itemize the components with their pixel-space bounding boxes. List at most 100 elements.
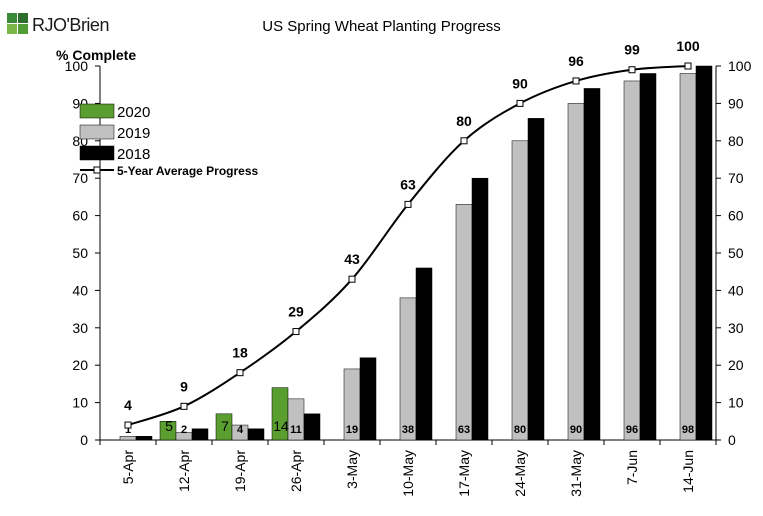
x-tick-label: 12-Apr — [176, 450, 192, 492]
y-tick-label-right: 0 — [728, 432, 736, 448]
legend-label-2019: 2019 — [117, 125, 150, 142]
bar-2018 — [247, 428, 265, 441]
legend-marker-5-year-average — [93, 166, 101, 174]
legend-swatch-2020 — [79, 103, 115, 119]
x-tick-label: 3-May — [344, 450, 360, 489]
bar-2018 — [303, 413, 321, 441]
legend-swatch-2019 — [79, 124, 115, 140]
line-label-5-year-average: 18 — [232, 345, 248, 361]
bar-label-2019: 80 — [514, 424, 526, 436]
bar-2019 — [455, 204, 473, 441]
y-tick-label-left: 50 — [72, 245, 88, 261]
line-point-5-year-average — [180, 402, 188, 410]
bar-label-2019: 96 — [626, 424, 638, 436]
line-point-5-year-average — [628, 66, 636, 74]
bar-label-2020: 5 — [165, 418, 173, 434]
bar-2019 — [567, 103, 585, 441]
line-label-5-year-average: 90 — [512, 75, 528, 91]
bar-2018 — [639, 73, 657, 441]
bar-label-2019: 38 — [402, 424, 414, 436]
legend-swatch-2018 — [79, 145, 115, 161]
line-point-5-year-average — [460, 137, 468, 145]
bar-2019 — [679, 73, 697, 441]
x-tick-label: 5-Apr — [120, 450, 136, 485]
y-tick-label-left: 100 — [65, 58, 89, 74]
bar-label-2019: 19 — [346, 424, 358, 436]
legend-label-5-year-average: 5-Year Average Progress — [117, 164, 259, 178]
line-label-5-year-average: 96 — [568, 53, 584, 69]
x-tick-label: 10-May — [400, 450, 416, 497]
x-tick-label: 31-May — [568, 450, 584, 497]
bar-label-2019: 4 — [237, 424, 244, 436]
bar-2018 — [191, 428, 209, 441]
line-point-5-year-average — [348, 275, 356, 283]
bar-label-2019: 98 — [682, 424, 694, 436]
bar-2018 — [583, 88, 601, 441]
bar-2018 — [135, 436, 153, 441]
line-label-5-year-average: 80 — [456, 113, 472, 129]
y-tick-label-right: 20 — [728, 357, 744, 373]
chart-title: US Spring Wheat Planting Progress — [262, 18, 501, 35]
y-tick-label-right: 30 — [728, 320, 744, 336]
bar-2018 — [471, 177, 489, 441]
bar-2019 — [623, 80, 641, 441]
x-tick-label: 19-Apr — [232, 450, 248, 492]
line-label-5-year-average: 99 — [624, 42, 640, 58]
bar-2020 — [159, 421, 177, 441]
bar-label-2019: 11 — [290, 424, 302, 436]
y-tick-label-right: 10 — [728, 395, 744, 411]
legend-label-2020: 2020 — [117, 104, 150, 121]
line-point-5-year-average — [684, 62, 692, 70]
x-tick-label: 24-May — [512, 450, 528, 497]
y-tick-label-left: 60 — [72, 208, 88, 224]
y-tick-label-right: 70 — [728, 170, 744, 186]
line-point-5-year-average — [404, 200, 412, 208]
y-tick-label-left: 30 — [72, 320, 88, 336]
line-label-5-year-average: 43 — [344, 251, 360, 267]
y-axis-label: % Complete — [56, 47, 137, 63]
x-tick-label: 17-May — [456, 450, 472, 497]
bar-label-2019: 2 — [181, 424, 187, 436]
y-tick-label-right: 90 — [728, 95, 744, 111]
bar-label-2019: 63 — [458, 424, 470, 436]
bar-label-2019: 1 — [125, 424, 131, 436]
bar-label-2020: 14 — [273, 418, 289, 434]
y-tick-label-right: 80 — [728, 133, 744, 149]
bar-label-2020: 7 — [221, 418, 229, 434]
legend-label-2018: 2018 — [117, 146, 150, 163]
line-point-5-year-average — [572, 77, 580, 85]
line-label-5-year-average: 63 — [400, 176, 416, 192]
line-point-5-year-average — [124, 421, 132, 429]
bar-2018 — [527, 118, 545, 441]
line-point-5-year-average — [236, 369, 244, 377]
x-tick-label: 7-Jun — [624, 450, 640, 485]
line-label-5-year-average: 9 — [180, 378, 188, 394]
bar-label-2019: 90 — [570, 424, 582, 436]
y-tick-label-right: 40 — [728, 282, 744, 298]
line-point-5-year-average — [516, 99, 524, 107]
x-tick-label: 26-Apr — [288, 450, 304, 492]
logo-mark-icon — [7, 13, 28, 34]
x-tick-label: 14-Jun — [680, 450, 696, 493]
bar-2019 — [511, 140, 529, 441]
y-tick-label-left: 0 — [80, 432, 88, 448]
line-label-5-year-average: 4 — [124, 397, 132, 413]
y-tick-label-right: 50 — [728, 245, 744, 261]
bar-2018 — [415, 267, 433, 441]
y-tick-label-right: 60 — [728, 208, 744, 224]
line-point-5-year-average — [292, 328, 300, 336]
y-tick-label-right: 100 — [728, 58, 752, 74]
y-tick-label-left: 40 — [72, 282, 88, 298]
bar-2019 — [399, 297, 417, 441]
line-label-5-year-average: 100 — [676, 38, 700, 54]
y-tick-label-left: 70 — [72, 170, 88, 186]
bar-2018 — [695, 65, 713, 441]
rjobrien-logo: RJO'Brien — [7, 13, 109, 35]
bar-2018 — [359, 357, 377, 441]
y-tick-label-left: 10 — [72, 395, 88, 411]
y-tick-label-left: 20 — [72, 357, 88, 373]
bar-2019 — [119, 436, 137, 441]
logo-text: RJO'Brien — [32, 15, 109, 35]
